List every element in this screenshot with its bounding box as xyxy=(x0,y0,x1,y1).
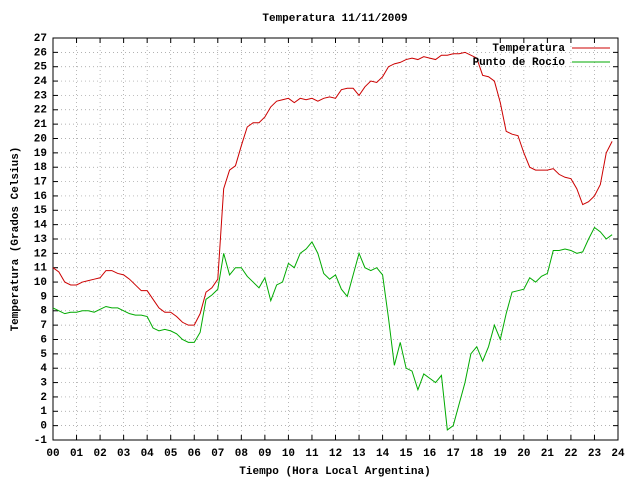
x-tick-label: 04 xyxy=(141,448,155,460)
chart-title: Temperatura 11/11/2009 xyxy=(262,13,407,25)
y-tick-label: 6 xyxy=(40,334,47,346)
y-tick-label: 17 xyxy=(34,176,47,188)
y-tick-label: 26 xyxy=(34,47,47,59)
plot-frame xyxy=(52,37,619,441)
y-tick-label: 22 xyxy=(34,105,47,117)
y-tick-label: 20 xyxy=(34,133,47,145)
y-tick-label: 16 xyxy=(34,191,47,203)
x-tick-label: 11 xyxy=(305,448,319,460)
x-tick-label: 16 xyxy=(423,448,436,460)
y-tick-label: 5 xyxy=(40,349,47,361)
y-tick-label: 14 xyxy=(34,220,48,232)
legend-label: Punto de Rocío xyxy=(473,57,566,69)
y-tick-label: 10 xyxy=(34,277,47,289)
data-line xyxy=(52,226,613,431)
x-tick-label: 17 xyxy=(447,448,460,460)
x-tick-label: 10 xyxy=(282,448,295,460)
x-tick-label: 19 xyxy=(494,448,507,460)
x-tick-label: 00 xyxy=(46,448,59,460)
x-tick-label: 07 xyxy=(211,448,224,460)
y-tick-label: 3 xyxy=(40,377,47,389)
y-tick-label: 24 xyxy=(34,76,48,88)
y-tick-label: 4 xyxy=(40,363,47,375)
y-tick-label: 0 xyxy=(40,421,47,433)
data-line xyxy=(52,51,613,326)
x-axis-label: Tiempo (Hora Local Argentina) xyxy=(239,466,430,478)
legend-label: Temperatura xyxy=(492,43,565,55)
y-tick-label: 18 xyxy=(34,162,48,174)
x-tick-label: 20 xyxy=(517,448,530,460)
x-tick-label: 23 xyxy=(588,448,602,460)
y-tick-label: 25 xyxy=(34,62,48,74)
y-tick-label: 13 xyxy=(34,234,48,246)
y-tick-label: -1 xyxy=(34,435,48,447)
x-tick-label: 01 xyxy=(70,448,84,460)
x-tick-label: 09 xyxy=(258,448,271,460)
y-tick-label: 15 xyxy=(34,205,48,217)
y-tick-label: 21 xyxy=(34,119,48,131)
y-tick-label: 12 xyxy=(34,248,47,260)
y-tick-label: 1 xyxy=(40,406,47,418)
y-axis-label: Temperatura (Grados Celsius) xyxy=(10,147,22,332)
x-tick-label: 24 xyxy=(611,448,625,460)
x-tick-label: 06 xyxy=(188,448,201,460)
y-tick-label: 23 xyxy=(34,90,48,102)
x-tick-label: 14 xyxy=(376,448,390,460)
y-tick-label: 11 xyxy=(34,263,48,275)
y-tick-label: 2 xyxy=(40,392,47,404)
y-tick-label: 8 xyxy=(40,306,47,318)
x-tick-label: 15 xyxy=(400,448,414,460)
x-tick-label: 05 xyxy=(164,448,178,460)
x-tick-label: 02 xyxy=(93,448,106,460)
x-tick-label: 03 xyxy=(117,448,131,460)
y-tick-label: 19 xyxy=(34,148,47,160)
x-tick-label: 12 xyxy=(329,448,342,460)
y-tick-label: 27 xyxy=(34,33,47,45)
x-tick-label: 22 xyxy=(564,448,577,460)
x-tick-label: 18 xyxy=(470,448,484,460)
x-tick-label: 21 xyxy=(541,448,555,460)
x-tick-label: 08 xyxy=(235,448,249,460)
y-tick-label: 7 xyxy=(40,320,47,332)
x-tick-label: 13 xyxy=(352,448,366,460)
y-tick-label: 9 xyxy=(40,291,47,303)
